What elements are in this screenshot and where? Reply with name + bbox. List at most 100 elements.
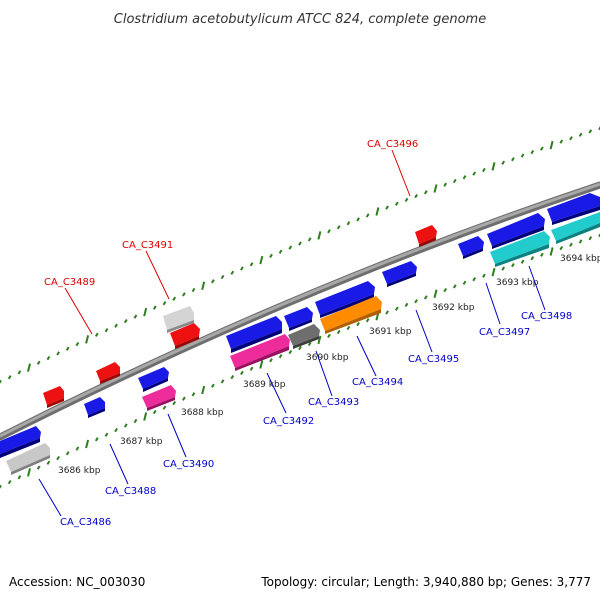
scale-dot <box>298 241 302 246</box>
gene-blue-7[interactable] <box>382 261 417 287</box>
gene-ca-c3486[interactable] <box>6 443 50 475</box>
scale-dot <box>443 182 448 187</box>
scale-dot <box>249 262 254 267</box>
gene-blue-10[interactable] <box>547 193 600 225</box>
gene-label-ca-c3491[interactable]: CA_C3491 <box>122 240 173 251</box>
scale-dot <box>356 321 360 327</box>
gene-blue-9[interactable] <box>487 213 545 249</box>
gene-ca-c3492[interactable] <box>230 334 290 371</box>
scale-dot <box>240 370 244 376</box>
gene-blue-5[interactable] <box>284 307 313 331</box>
scale-dot <box>511 157 515 162</box>
scale-dot <box>230 374 235 380</box>
scale-dot <box>269 253 273 259</box>
tick-label: 3691 kbp <box>369 327 412 337</box>
scale-dot <box>578 132 583 137</box>
gene-label-ca-c3486[interactable]: CA_C3486 <box>60 517 111 528</box>
scale-dot <box>172 400 177 406</box>
scale-dot <box>152 305 157 310</box>
scale-dot <box>298 345 302 351</box>
tick-label: 3694 kbp <box>560 254 600 264</box>
scale-dot <box>365 318 370 323</box>
scale-dot <box>249 366 254 371</box>
scale-dot <box>152 409 157 415</box>
scale-dot <box>46 460 51 465</box>
gene-ca-c3497[interactable] <box>490 231 550 267</box>
scale-dot <box>588 129 593 134</box>
gene-blue-2[interactable] <box>84 397 105 418</box>
scale-dot <box>356 217 360 222</box>
scale-dot <box>588 236 593 241</box>
scale-dot <box>278 249 283 254</box>
scale-dot <box>365 213 370 218</box>
scale-dot <box>307 237 312 242</box>
gene-label-ca-c3494[interactable]: CA_C3494 <box>352 377 403 388</box>
gene-ca-c3498[interactable] <box>551 212 600 244</box>
gene-grey-forward[interactable] <box>163 306 194 333</box>
scale-dot <box>278 354 283 359</box>
gene-forward-1[interactable] <box>43 386 64 408</box>
scale-dot <box>191 392 196 397</box>
scale-dot <box>394 201 399 206</box>
gene-blue-4[interactable] <box>226 316 282 353</box>
scale-dot <box>530 149 535 155</box>
tick-label: 3687 kbp <box>120 437 163 447</box>
scale-dot <box>559 139 564 144</box>
gene-label-ca-c3493[interactable]: CA_C3493 <box>308 397 359 408</box>
scale-dot <box>414 299 418 304</box>
scale-dot <box>0 379 2 384</box>
scale-dot <box>211 383 215 388</box>
scale-guides <box>0 126 600 489</box>
scale-dot <box>394 306 399 311</box>
coloured-genes-lower <box>6 212 600 475</box>
gene-label-ca-c3489[interactable]: CA_C3489 <box>44 277 95 288</box>
scale-dot <box>288 245 293 250</box>
scale-dot <box>191 287 196 293</box>
gene-ca-c3490[interactable] <box>142 385 176 411</box>
gene-blue-3[interactable] <box>138 367 169 392</box>
scale-dot <box>162 301 167 306</box>
gene-ca-c3489[interactable] <box>96 362 120 384</box>
gene-label-ca-c3488[interactable]: CA_C3488 <box>105 486 156 497</box>
gene-label-ca-c3490[interactable]: CA_C3490 <box>163 459 214 470</box>
scale-tick-major <box>317 335 322 345</box>
scale-tick-major <box>143 307 148 317</box>
gene-ca-c3496[interactable] <box>415 225 437 247</box>
scale-dot <box>462 175 467 180</box>
gene-blue-1[interactable] <box>0 426 41 458</box>
accession-text: Accession: NC_003030 <box>9 575 145 589</box>
scale-dot <box>36 360 41 365</box>
scale-dot <box>94 437 99 442</box>
scale-dot <box>162 405 167 410</box>
tick-label: 3692 kbp <box>432 303 475 313</box>
gene-ca-c3491[interactable] <box>170 323 200 349</box>
scale-dot <box>104 328 109 333</box>
gene-ca-c3493[interactable] <box>288 324 320 349</box>
scale-dot <box>269 358 273 363</box>
scale-dot <box>404 197 409 203</box>
scale-dot <box>472 277 477 282</box>
scale-dot <box>75 341 80 347</box>
scale-tick-major <box>201 385 206 395</box>
scale-dot <box>540 252 544 257</box>
gene-label-ca-c3497[interactable]: CA_C3497 <box>479 327 530 338</box>
scale-dot <box>123 423 128 428</box>
tick-label: 3689 kbp <box>243 380 286 390</box>
scale-dot <box>569 136 573 141</box>
gene-blue-6[interactable] <box>315 281 375 318</box>
forward-gene-labels <box>64 149 411 335</box>
gene-label-ca-c3498[interactable]: CA_C3498 <box>521 311 572 322</box>
gene-blue-8[interactable] <box>458 236 484 259</box>
gene-ca-c3494[interactable] <box>320 296 382 334</box>
scale-dot <box>133 314 138 319</box>
scale-tick-major <box>375 207 380 216</box>
scale-dot <box>336 329 341 335</box>
scale-dot <box>56 351 60 356</box>
scale-dot <box>240 266 244 271</box>
gene-label-ca-c3495[interactable]: CA_C3495 <box>408 354 459 365</box>
gene-label-ca-c3496[interactable]: CA_C3496 <box>367 139 418 150</box>
scale-dot <box>569 242 573 247</box>
gene-label-ca-c3492[interactable]: CA_C3492 <box>263 416 314 427</box>
